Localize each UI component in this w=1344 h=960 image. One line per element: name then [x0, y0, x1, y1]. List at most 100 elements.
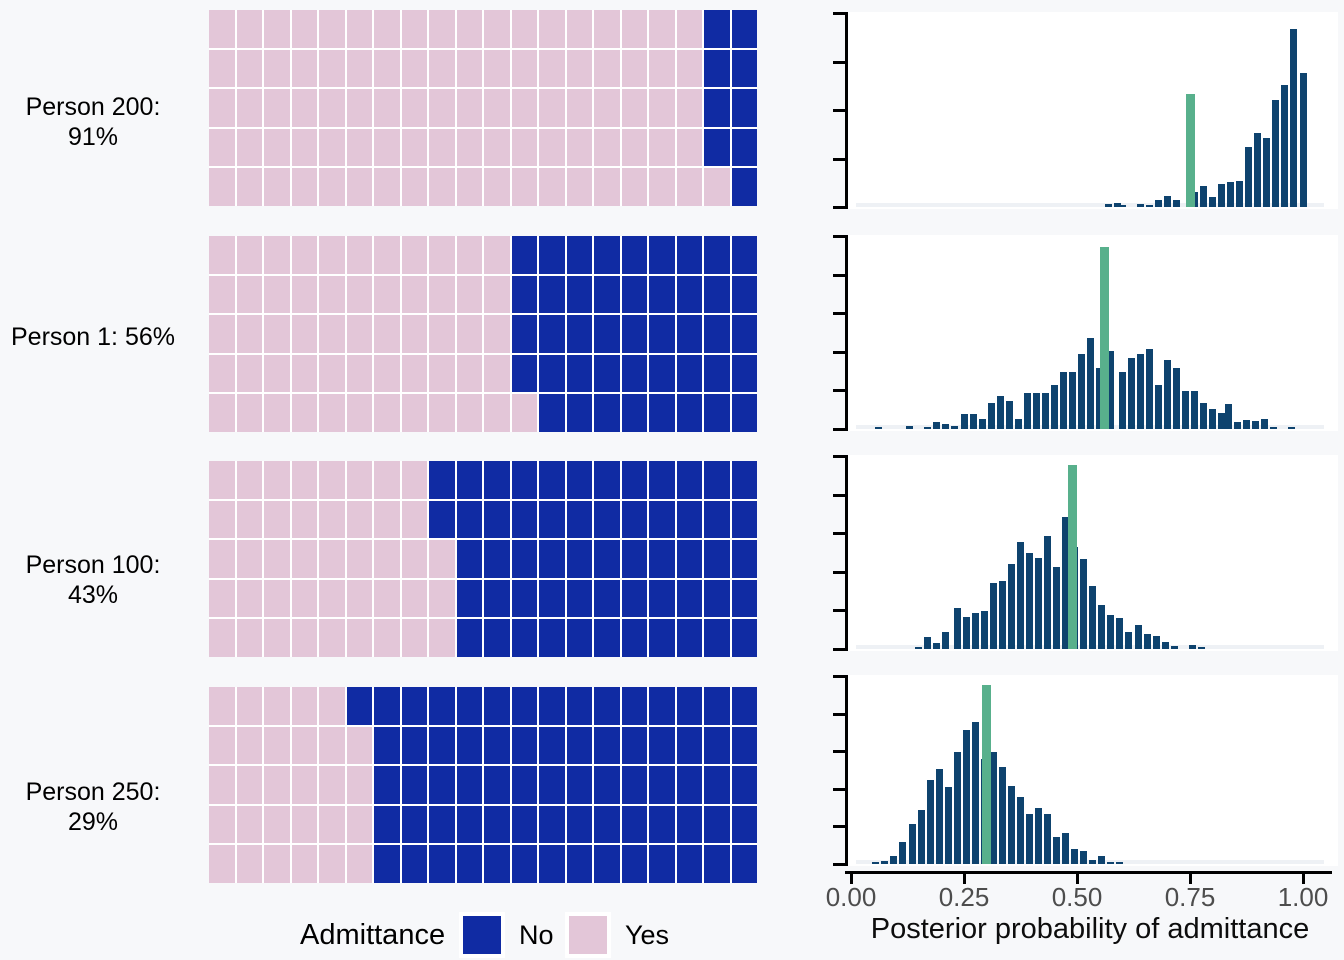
waffle-cell-no — [676, 619, 702, 657]
waffle-cell-yes — [346, 168, 372, 206]
waffle-cell-no — [429, 500, 455, 539]
waffle-cell-yes — [401, 619, 427, 657]
histogram-bar — [1060, 372, 1067, 429]
waffle-cell-yes — [649, 10, 675, 48]
waffle-cell-no — [594, 579, 620, 618]
waffle-cell-yes — [291, 49, 317, 88]
waffle-cell-no — [649, 461, 675, 499]
waffle-cell-yes — [291, 168, 317, 206]
waffle-cell-yes — [374, 619, 400, 657]
waffle-cell-yes — [346, 275, 372, 314]
waffle-cell-no — [731, 579, 757, 618]
histogram-bar — [1008, 786, 1015, 864]
waffle-cell-no — [374, 805, 400, 844]
row-label: Person 200: 91% — [25, 93, 161, 151]
waffle-cell-yes — [429, 168, 455, 206]
waffle-cell-no — [511, 315, 537, 353]
waffle-cell-no — [676, 540, 702, 578]
waffle-cell-no — [621, 766, 647, 804]
histogram-bar — [999, 767, 1006, 864]
x-axis-tick-label: 0.25 — [938, 882, 990, 912]
waffle-cell-yes — [429, 49, 455, 88]
waffle-cell-no — [594, 845, 620, 883]
waffle-cell-yes — [291, 354, 317, 393]
histogram-bar — [1107, 615, 1114, 649]
histogram-bar — [1105, 204, 1112, 207]
waffle-cell-yes — [346, 236, 372, 274]
waffle-cell-yes — [511, 49, 537, 88]
histogram-bar — [1155, 200, 1162, 207]
y-axis-tick — [833, 158, 845, 161]
histogram-bar — [1261, 419, 1268, 429]
waffle-cell-yes — [264, 766, 290, 804]
waffle-cell-no — [704, 236, 730, 274]
histogram-bar — [1135, 625, 1142, 649]
waffle-cell-yes — [566, 10, 592, 48]
waffle-cell-no — [676, 766, 702, 804]
histogram-bar — [1098, 605, 1105, 649]
waffle-cell-no — [594, 805, 620, 844]
waffle-cell-yes — [429, 275, 455, 314]
waffle-cell-no — [594, 236, 620, 274]
legend-label-no: No — [519, 920, 554, 950]
x-axis-tick — [1189, 874, 1192, 884]
waffle-cell-yes — [374, 315, 400, 353]
histogram-bar — [881, 861, 888, 864]
histogram-bar — [1173, 368, 1180, 429]
waffle-cell-yes — [291, 10, 317, 48]
waffle-cell-no — [566, 687, 592, 725]
histogram-bar — [1116, 618, 1123, 649]
waffle-cell-yes — [236, 619, 262, 657]
waffle-cell-yes — [484, 275, 510, 314]
waffle-cell-no — [649, 579, 675, 618]
waffle-cell-yes — [209, 726, 235, 765]
waffle-cell-no — [731, 540, 757, 578]
waffle-cell-yes — [401, 540, 427, 578]
histogram-bar — [936, 769, 943, 864]
histogram-bar — [1146, 349, 1153, 429]
waffle-cell-no — [511, 275, 537, 314]
waffle-cell-yes — [484, 89, 510, 127]
waffle-cell-no — [649, 236, 675, 274]
waffle-cell-no — [566, 845, 592, 883]
waffle-cell-no — [704, 315, 730, 353]
histogram-bar — [1080, 559, 1087, 649]
baseline-strip — [856, 203, 1324, 207]
histogram-bar — [1189, 645, 1196, 649]
waffle-cell-yes — [236, 845, 262, 883]
waffle-cell-no — [484, 619, 510, 657]
waffle-cell-no — [484, 579, 510, 618]
waffle-cell-yes — [401, 394, 427, 432]
histogram-bar — [933, 643, 940, 649]
waffle-cell-yes — [319, 10, 345, 48]
histogram-bar — [933, 422, 940, 429]
waffle-cell-no — [594, 687, 620, 725]
waffle-cell-yes — [456, 394, 482, 432]
histogram-bar — [1044, 536, 1051, 649]
waffle-cell-yes — [209, 275, 235, 314]
waffle-cell-no — [539, 845, 565, 883]
legend-title: Admittance — [300, 919, 446, 951]
waffle-cell-yes — [264, 315, 290, 353]
waffle-cell-yes — [456, 315, 482, 353]
waffle-cell-yes — [484, 354, 510, 393]
waffle-cell-no — [594, 461, 620, 499]
histogram-bar — [1254, 133, 1261, 207]
waffle-cell-yes — [429, 579, 455, 618]
histogram-bar — [1026, 814, 1033, 864]
y-axis-tick — [833, 351, 845, 354]
waffle-cell-no — [539, 766, 565, 804]
histogram-bar — [990, 752, 997, 864]
waffle-cell-no — [511, 805, 537, 844]
waffle-cell-yes — [346, 766, 372, 804]
y-axis-tick — [833, 863, 845, 866]
waffle-cell-yes — [374, 354, 400, 393]
waffle-cell-yes — [319, 354, 345, 393]
waffle-cell-yes — [291, 805, 317, 844]
waffle-cell-yes — [539, 89, 565, 127]
histogram-bar — [915, 647, 922, 649]
waffle-cell-yes — [401, 89, 427, 127]
waffle-cell-no — [621, 236, 647, 274]
x-axis-tick — [1076, 874, 1079, 884]
waffle-cell-yes — [429, 540, 455, 578]
